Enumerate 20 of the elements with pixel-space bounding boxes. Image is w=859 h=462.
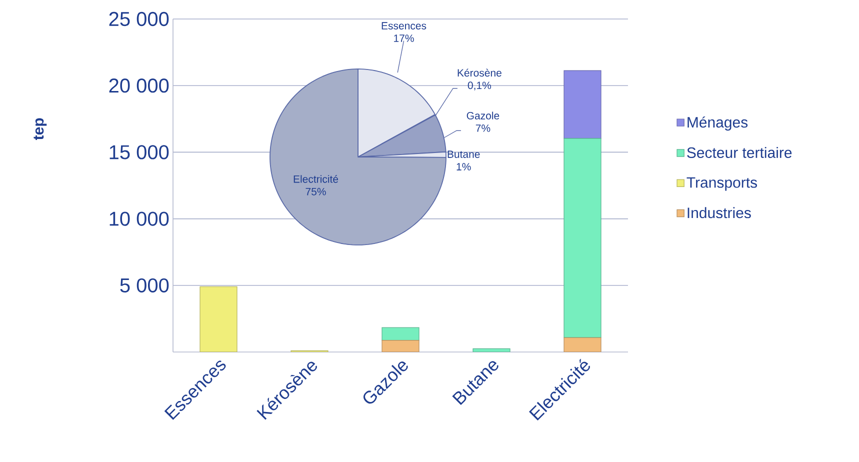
slice-label: Electricité bbox=[294, 174, 338, 183]
data-label: 75% bbox=[306, 188, 326, 196]
y-tick-label: 15 000 bbox=[110, 145, 169, 160]
y-tick-label: 5 000 bbox=[120, 278, 169, 292]
y-axis-title: tep bbox=[34, 118, 47, 140]
y-tick-label: 25 000 bbox=[109, 12, 169, 26]
slice-label: Essences bbox=[382, 22, 426, 30]
legend-label: Transports bbox=[686, 177, 757, 191]
data-label: 1% bbox=[456, 163, 471, 170]
slice-label: Butane bbox=[448, 150, 480, 158]
legend-label: Ménages bbox=[688, 116, 748, 131]
legend-label: Industries bbox=[688, 207, 751, 218]
data-label: 17% bbox=[394, 34, 414, 42]
slice-label: Gazole bbox=[466, 112, 500, 120]
data-label: 0,1% bbox=[468, 82, 492, 90]
y-tick-label: 10 000 bbox=[110, 212, 169, 226]
slice-label: Kérosène bbox=[458, 68, 502, 77]
legend-label: Secteur tertiaire bbox=[687, 146, 792, 158]
data-label: 7% bbox=[476, 124, 490, 132]
y-tick-label: 20 000 bbox=[109, 78, 169, 93]
